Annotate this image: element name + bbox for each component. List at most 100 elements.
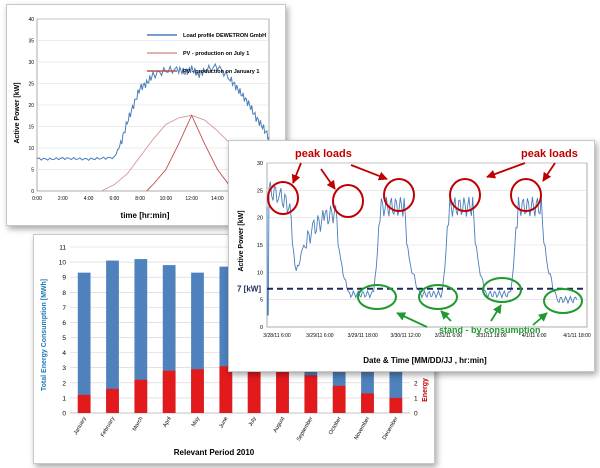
x-tick-label: August <box>272 416 286 434</box>
bar-energy <box>106 388 119 413</box>
y-axis-right-label: Energy <box>422 378 429 402</box>
y-tick-right-label: 1 <box>414 395 418 402</box>
x-tick-label: June <box>218 416 229 429</box>
peak-arrow <box>542 162 556 182</box>
bar-energy <box>304 375 318 413</box>
y-axis-label: Active Power [kW] <box>14 82 21 143</box>
bar-energy <box>361 393 374 413</box>
legend-label: PV - production on July 1 <box>183 51 249 57</box>
x-tick-label: July <box>248 416 258 428</box>
peak-marker <box>449 178 481 212</box>
x-tick-label: March <box>132 416 145 432</box>
weekly-load-svg: 0 5 10 15 20 25 30 3/28/11 6:00 3/29/11 6:00 3/2… <box>237 148 591 365</box>
x-tick-label: November <box>353 416 371 441</box>
y-tick-label: 30 <box>28 60 34 66</box>
x-tick-label: 0:00 <box>32 196 42 202</box>
y-axis-label: Active Power [kW] <box>238 210 245 271</box>
peak-marker <box>383 178 415 212</box>
y-tick-label: 9 <box>62 275 66 282</box>
x-axis-label: time [hr:min] <box>121 211 170 220</box>
standby-marker <box>418 284 458 310</box>
standby-marker <box>482 277 522 303</box>
x-tick-label: 3/29/11 6:00 <box>306 333 334 339</box>
standby-arrow <box>440 310 452 322</box>
y-tick-label: 30 <box>257 161 263 167</box>
bar-total <box>106 260 119 413</box>
standby-label: stand - by consumption <box>439 325 541 335</box>
bar-energy <box>162 370 176 413</box>
peak-arrow <box>350 164 388 181</box>
y-tick-label: 10 <box>59 260 67 267</box>
x-tick-label: January <box>73 416 88 436</box>
y-tick-label: 7 <box>62 305 66 312</box>
y-tick-right-label: 2 <box>414 380 418 387</box>
y-tick-label: 10 <box>28 146 34 152</box>
peak-arrow <box>486 162 526 179</box>
bar-total <box>77 272 91 413</box>
x-tick-label: 8:00 <box>135 196 145 202</box>
load-profile-chart: 0 5 10 15 20 25 30 35 40 0:00 2:00 4:00 6:00 8:00 10:… <box>6 4 286 226</box>
standby-arrow <box>532 312 548 326</box>
bar-total <box>134 259 148 413</box>
standby-arrow <box>396 312 428 328</box>
bar-energy <box>134 379 148 413</box>
bar-energy <box>219 366 233 413</box>
series-line <box>146 114 238 192</box>
x-tick-label: 3/31/11 18:00 <box>476 333 506 339</box>
x-tick-label: April <box>162 416 173 429</box>
x-tick-label: 10:00 <box>160 196 173 202</box>
bar-energy <box>389 397 403 413</box>
standby-marker <box>357 284 397 310</box>
x-tick-label: 3/31/11 6:00 <box>435 333 463 339</box>
series-line <box>266 181 578 316</box>
y-tick-label: 5 <box>62 335 66 342</box>
y-tick-label: 15 <box>28 125 34 131</box>
x-tick-label: 3/29/11 18:00 <box>348 333 378 339</box>
x-tick-label: October <box>328 416 343 436</box>
y-tick-label: 1 <box>62 395 66 402</box>
x-tick-label: 14:00 <box>211 196 224 202</box>
x-tick-label: May <box>191 416 202 428</box>
peak-marker <box>510 178 542 212</box>
legend-label: PV - production on January 1 <box>183 69 259 75</box>
peak-arrow <box>291 162 302 184</box>
load-profile-svg: 0 5 10 15 20 25 30 35 40 0:00 2:00 4:00 6:00 8:00 10:… <box>14 17 270 220</box>
y-tick-label: 3 <box>62 365 66 372</box>
y-tick-label: 0 <box>260 325 263 331</box>
bar-energy <box>332 385 346 413</box>
peak-loads-label: peak loads <box>521 148 578 160</box>
legend-label: Load profile DEWETRON GmbH <box>183 33 266 39</box>
bar-energy <box>247 364 261 413</box>
peak-arrow <box>320 168 336 190</box>
y-tick-label: 4 <box>62 350 66 357</box>
x-tick-label: 3/28/11 6:00 <box>263 333 291 339</box>
x-tick-label: February <box>100 416 116 438</box>
x-tick-label: 4:00 <box>84 196 94 202</box>
bar-energy <box>276 370 289 413</box>
y-tick-label: 11 <box>59 245 66 252</box>
y-tick-label: 25 <box>28 82 34 88</box>
x-tick-label: 3/30/11 12:00 <box>390 333 420 339</box>
x-axis-label: Date & Time [MM/DD/JJ , hr:min] <box>363 356 487 365</box>
y-tick-label: 40 <box>28 17 34 23</box>
bar-energy <box>191 369 204 413</box>
standby-marker <box>543 288 583 314</box>
peak-loads-label: peak loads <box>295 148 352 160</box>
y-tick-label: 6 <box>62 320 66 327</box>
y-tick-label: 10 <box>257 270 263 276</box>
bar-energy <box>77 394 91 413</box>
y-tick-right-label: 0 <box>414 411 418 418</box>
peak-marker <box>332 184 364 218</box>
y-tick-label: 0 <box>31 189 34 195</box>
x-tick-label: September <box>296 416 315 442</box>
y-tick-label: 20 <box>28 103 34 109</box>
y-tick-label: 5 <box>31 168 34 174</box>
x-tick-label: 2:00 <box>58 196 68 202</box>
threshold-label: 7 [kW] <box>237 285 261 294</box>
y-tick-label: 8 <box>62 290 66 297</box>
weekly-load-chart: 0 5 10 15 20 25 30 3/28/11 6:00 3/29/11 6:00 3/2… <box>228 140 595 372</box>
y-tick-label: 15 <box>257 243 263 249</box>
standby-arrow <box>490 304 502 322</box>
x-tick-label: 4/1/11 6:00 <box>522 333 547 339</box>
